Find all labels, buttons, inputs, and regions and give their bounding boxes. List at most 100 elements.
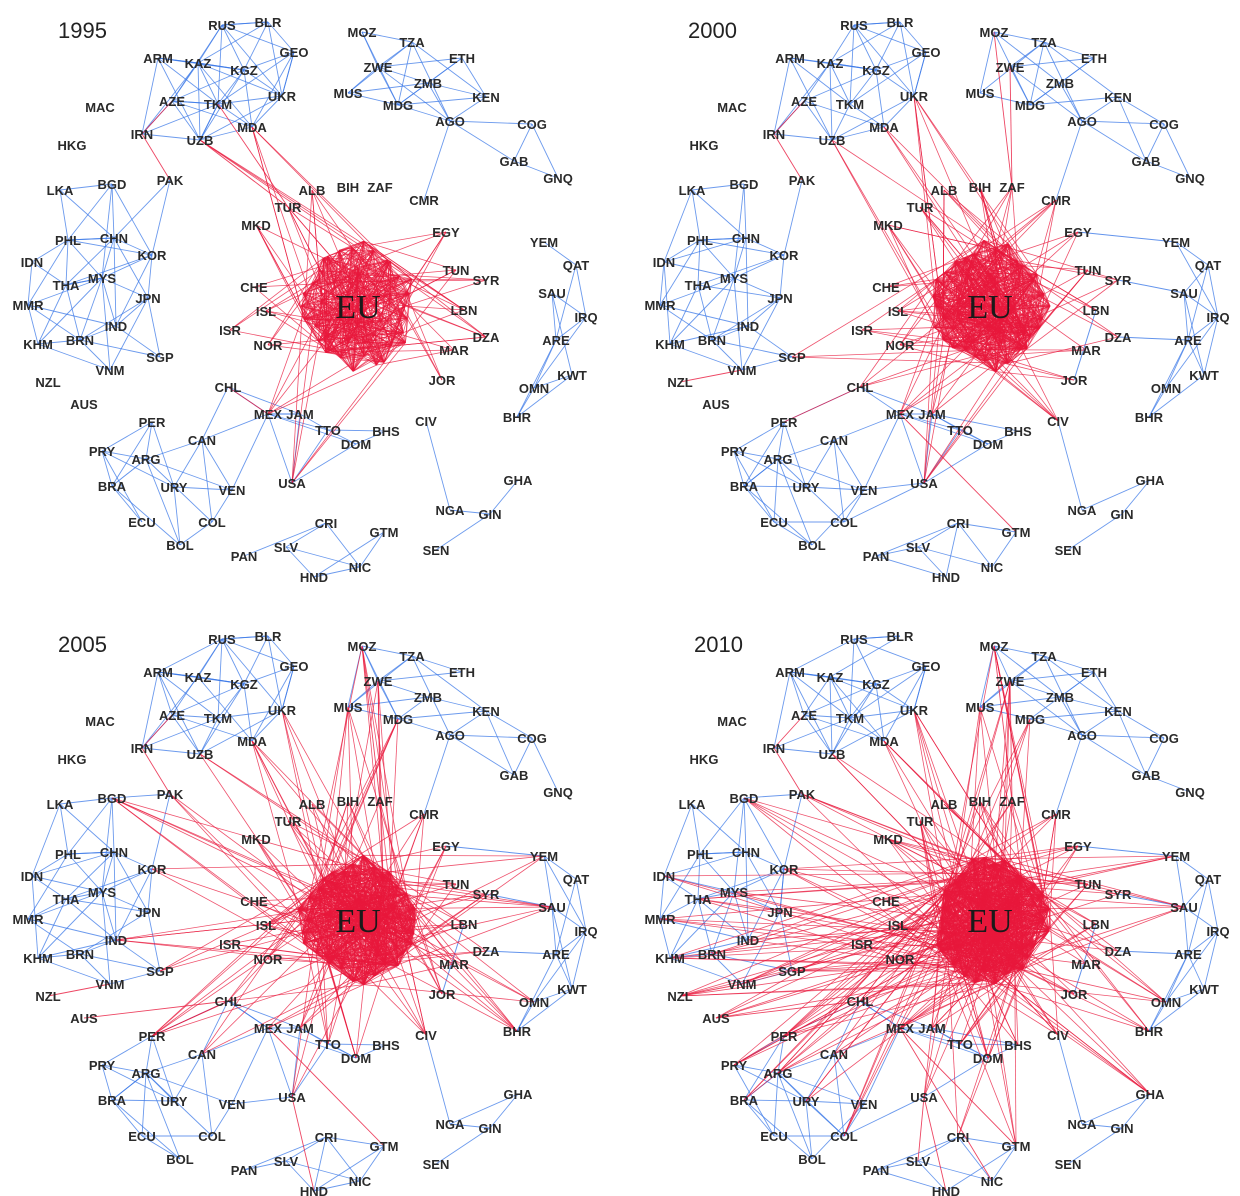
intra-edge	[805, 1100, 865, 1105]
eu-partner-edge	[291, 981, 354, 1098]
eu-partner-edge	[944, 855, 1177, 891]
intra-edge	[669, 343, 743, 371]
intra-edge	[803, 714, 885, 742]
eu-mesh-edge	[1001, 333, 1025, 344]
intra-edge	[65, 237, 115, 286]
node-label-nic: NIC	[349, 1174, 372, 1189]
eu-partner-edge	[265, 310, 392, 346]
node-label-irn: IRN	[763, 127, 785, 142]
eu-partner-edge	[347, 800, 375, 867]
eu-mesh-edge	[325, 274, 359, 337]
intra-edge	[875, 1136, 959, 1171]
intra-edge	[899, 1027, 989, 1059]
intra-edge	[699, 851, 747, 855]
node-label-phl: PHL	[55, 233, 81, 248]
intra-edge	[979, 92, 1031, 106]
intra-edge	[1183, 292, 1189, 341]
intra-edge	[157, 57, 219, 105]
eu-partner-edge	[919, 820, 942, 921]
node-label-vnm: VNM	[728, 363, 757, 378]
intra-edge	[1117, 710, 1165, 739]
eu-partner-edge	[1029, 199, 1057, 337]
eu-mesh-edge	[381, 319, 404, 333]
intra-edge	[733, 450, 807, 488]
eu-partner-edge	[255, 224, 319, 342]
intra-edge	[313, 1145, 385, 1192]
eu-partner-edge	[733, 950, 941, 1066]
intra-edge	[733, 183, 745, 279]
intra-edge	[745, 851, 785, 870]
eu-mesh-edge	[357, 260, 391, 268]
eu-partner-edge	[859, 908, 1050, 1002]
eu-partner-edge	[791, 965, 1015, 972]
eu-mesh-edge	[1000, 308, 1014, 344]
intra-edge	[199, 95, 283, 141]
intra-edge	[875, 51, 927, 71]
node-label-mys: MYS	[88, 885, 117, 900]
eu-partner-edge	[984, 857, 1167, 1003]
intra-edge	[803, 69, 877, 102]
eu-partner-edge	[995, 186, 1013, 250]
intra-edge	[291, 443, 357, 484]
eu-partner-edge	[964, 976, 1059, 1036]
node-label-sgp: SGP	[146, 350, 174, 365]
eu-partner-edge	[201, 874, 384, 1055]
eu-partner-edge	[859, 327, 935, 388]
eu-partner-edge	[405, 305, 487, 338]
node-label-aus: AUS	[702, 1011, 730, 1026]
intra-edge	[243, 21, 269, 71]
intra-edge	[151, 179, 171, 256]
eu-partner-edge	[783, 893, 947, 1037]
eu-partner-edge	[1014, 965, 1019, 1046]
intra-edge	[917, 546, 993, 568]
intra-edge	[79, 911, 149, 955]
eu-partner-edge	[995, 983, 1167, 1003]
intra-edge	[171, 69, 245, 102]
intra-edge	[113, 179, 171, 239]
eu-partner-edge	[251, 740, 299, 909]
node-label-che: CHE	[240, 280, 268, 295]
intra-edge	[711, 339, 793, 358]
cross-edge	[1009, 680, 1013, 802]
intra-edge	[101, 183, 113, 279]
intra-edge	[111, 797, 115, 853]
intra-edge	[777, 458, 845, 523]
eu-partner-edge	[975, 355, 1075, 381]
eu-partner-edge	[733, 891, 1050, 932]
intra-edge	[109, 970, 161, 985]
intra-edge	[217, 24, 223, 105]
intra-edge	[875, 683, 915, 711]
intra-edge	[79, 297, 149, 341]
intra-edge	[551, 292, 557, 341]
intra-edge	[516, 1001, 535, 1032]
intra-edge	[1117, 96, 1165, 125]
intra-edge	[779, 868, 785, 913]
intra-edge	[27, 891, 103, 920]
intra-edge	[171, 714, 201, 755]
intra-edge	[777, 458, 865, 491]
intra-edge	[267, 413, 329, 431]
eu-partner-edge	[199, 753, 375, 868]
eu-partner-edge	[833, 908, 1050, 1055]
edges	[659, 21, 1219, 578]
eu-mesh-edge	[327, 256, 343, 315]
intra-edge	[37, 953, 81, 959]
node-label-phl: PHL	[55, 847, 81, 862]
eu-partner-edge	[111, 797, 327, 958]
eu-mesh-edge	[362, 299, 385, 363]
eu-partner-edge	[405, 305, 465, 311]
eu-partner-edge	[831, 139, 1023, 267]
intra-edge	[811, 489, 865, 546]
eu-partner-edge	[663, 875, 1015, 967]
intra-edge	[397, 718, 451, 736]
node-label-ken: KEN	[1104, 90, 1131, 105]
intra-edge	[197, 21, 269, 64]
node-label-pry: PRY	[721, 444, 748, 459]
intra-edge	[111, 458, 147, 487]
node-label-irq: IRQ	[574, 310, 597, 325]
intra-edge	[805, 1100, 845, 1137]
eu-partner-edge	[1004, 859, 1185, 908]
intra-edge	[101, 450, 113, 487]
intra-edge	[1081, 710, 1119, 736]
